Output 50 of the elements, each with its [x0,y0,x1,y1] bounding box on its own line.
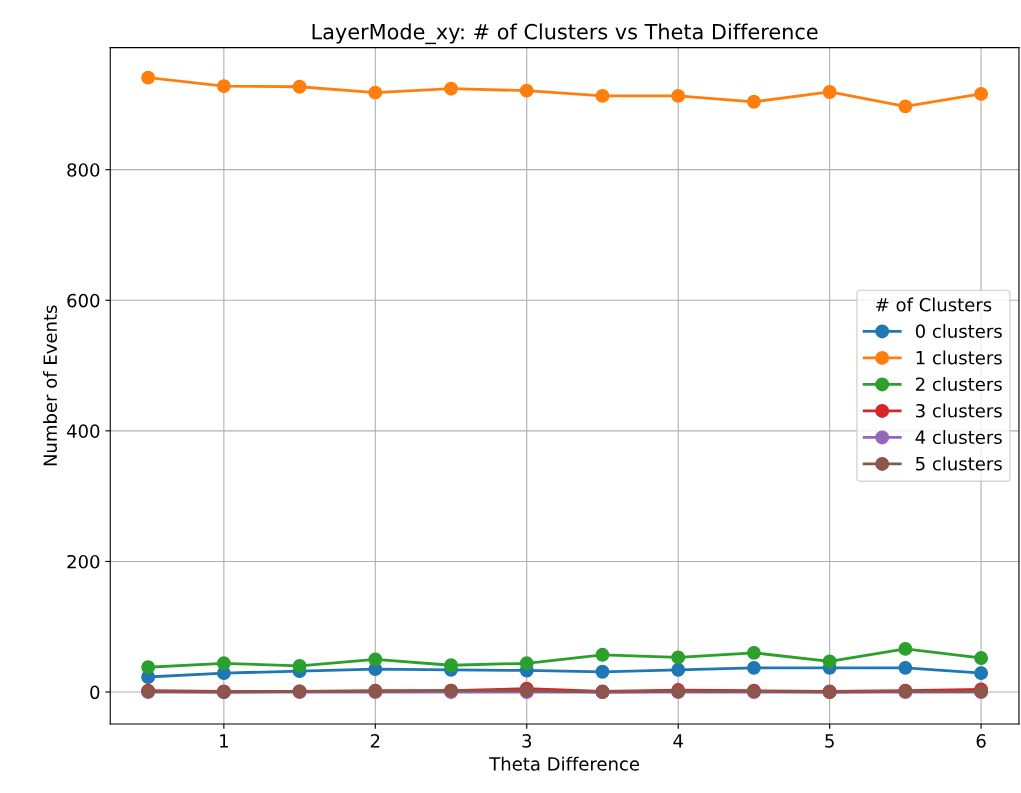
legend-title: # of Clusters [876,297,992,312]
point [746,94,761,109]
y-tick-label: 200 [67,554,100,569]
point [368,85,383,100]
point [671,662,686,677]
legend-label: 5 clusters [916,456,1002,471]
y-tick-label: 800 [67,163,100,177]
point [671,650,686,665]
x-tick-label: 1 [220,734,228,748]
y-tick-label: 0 [90,685,100,700]
point [595,88,610,103]
point [974,651,989,666]
legend-label: 0 clusters [915,324,1002,339]
point [141,70,156,85]
point [822,654,837,669]
x-tick-label: 6 [976,734,986,748]
y-tick-label: 600 [67,293,100,308]
x-tick-label: 5 [825,734,834,748]
y-axis-title: Number of Events [43,305,58,466]
x-tick-label: 4 [673,734,683,748]
legend-label: 4 clusters [915,430,1002,445]
point [216,79,231,94]
point [822,85,837,99]
chart-title: LayerMode_xy: # of Clusters vs Theta Difference [312,23,818,45]
point [368,652,383,667]
point [141,660,156,675]
point [898,99,913,114]
point [444,658,458,673]
x-axis-title: Theta Difference [489,756,640,771]
point [292,79,307,94]
point [519,656,534,671]
point [444,81,458,96]
legend-label: 1 clusters [916,350,1002,365]
point [898,641,913,656]
point [595,647,610,662]
point [898,660,913,675]
y-tick-label: 400 [66,424,100,438]
point [292,658,307,673]
point [595,664,610,679]
point [671,88,686,103]
x-tick-label: 2 [370,734,380,748]
legend-label: 2 clusters [916,377,1002,392]
point [216,656,231,671]
point [974,86,989,101]
point [746,660,761,675]
x-tick-label: 3 [522,734,532,748]
point [974,666,989,681]
legend-label: 3 clusters [916,403,1002,418]
point [746,645,761,660]
point [519,83,534,98]
